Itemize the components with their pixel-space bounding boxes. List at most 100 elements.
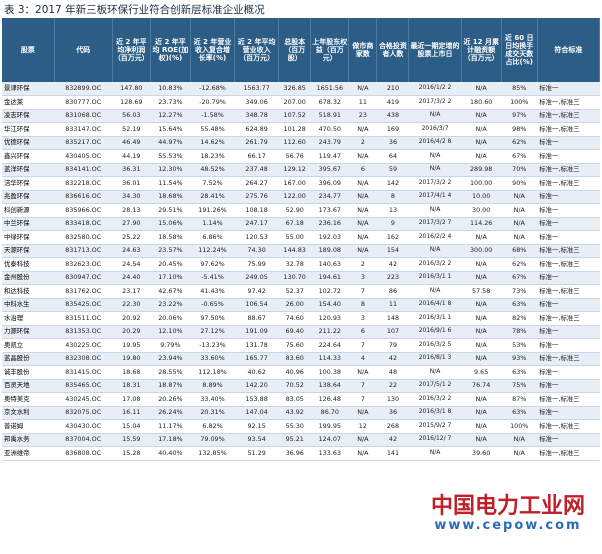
table-cell: 36.01 xyxy=(112,176,151,191)
stock-code-cell: 831068.OC xyxy=(54,109,113,123)
stock-code-cell: 833418.OC xyxy=(54,217,113,231)
table-cell: 56.76 xyxy=(278,149,311,164)
column-header: 近 2 年平均营业收入（百万元） xyxy=(234,18,280,82)
table-cell: 标准一,标准三 xyxy=(537,446,600,461)
company-name-cell: 诚丰股份 xyxy=(2,365,55,380)
table-cell: 75.60 xyxy=(278,338,311,353)
table-cell: 167.00 xyxy=(278,176,311,191)
table-cell: 22 xyxy=(376,379,409,393)
table-row: 诚丰股份 831415.OC 18.68 28.55% 112.18% 40.62 40.9… xyxy=(2,365,600,380)
table-cell: 标准一,标准三 xyxy=(537,109,600,123)
stock-code-cell: 836616.OC xyxy=(54,190,113,204)
table-cell: 3 xyxy=(348,271,377,285)
company-name-cell: 华江环保 xyxy=(2,122,55,137)
table-row: 景津环保 832899.OC 147.80 10.83% -12.68% 1563.77 3… xyxy=(2,82,600,96)
table-cell: 42 xyxy=(376,257,409,272)
table-cell: 1.14% xyxy=(190,217,235,231)
table-cell: N/A xyxy=(461,419,502,434)
table-cell: 173.67 xyxy=(310,203,349,218)
table-cell: N/A xyxy=(461,392,502,407)
table-cell: 46.49 xyxy=(112,136,151,150)
table-cell: -1.58% xyxy=(190,109,235,123)
table-cell: 标准一,标准三 xyxy=(537,244,600,258)
table-cell: 419 xyxy=(376,95,409,110)
table-cell: 11 xyxy=(376,298,409,312)
table-cell: 8 xyxy=(376,190,409,204)
table-cell: 32.78 xyxy=(278,257,311,272)
table-cell: 207.00 xyxy=(278,95,311,110)
table-cell: 17.18% xyxy=(150,433,191,447)
stock-code-cell: 835465.OC xyxy=(54,379,113,393)
table-row: 中绿环保 832580.OC 25.22 18.58% 6.86% 120.53 55.00… xyxy=(2,230,600,245)
table-row: 邦禹水务 837004.OC 15.59 17.18% 79.09% 93.54 95.21… xyxy=(2,433,600,447)
watermark-url: www.cepow.com xyxy=(434,518,582,533)
table-cell: 133.63 xyxy=(310,446,349,461)
table-cell: 18.68% xyxy=(150,190,191,204)
table-cell: 52.90 xyxy=(278,203,311,218)
table-cell: 22.30 xyxy=(112,298,151,312)
company-name-cell: 力源环保 xyxy=(2,325,55,339)
table-cell: 131.78 xyxy=(234,338,279,353)
table-cell: 396.09 xyxy=(310,176,349,191)
table-cell: 147.04 xyxy=(234,406,279,420)
table-cell: 132.85% xyxy=(190,446,235,461)
table-cell: 100% xyxy=(501,95,538,110)
table-cell: 624.89 xyxy=(234,122,279,137)
table-row: 兆盈环保 836616.OC 34.30 18.68% 28.41% 275.76 122.… xyxy=(2,190,600,204)
company-name-cell: 优泰科技 xyxy=(2,257,55,272)
table-cell: 23.22% xyxy=(150,298,191,312)
table-cell: 标准一 xyxy=(537,136,600,150)
table-cell: N/A xyxy=(461,149,502,164)
table-cell: 120.93 xyxy=(310,311,349,326)
column-header: 上年股东权益（百万元） xyxy=(310,18,350,82)
table-body: 景津环保 832899.OC 147.80 10.83% -12.68% 1563.77 3… xyxy=(2,82,600,461)
table-cell: N/A xyxy=(408,149,462,164)
table-cell: 36.31 xyxy=(112,163,151,177)
stock-code-cell: 831713.OC xyxy=(54,244,113,258)
table-cell: 6.86% xyxy=(190,230,235,245)
table-cell: 7.52% xyxy=(190,176,235,191)
table-cell: 29.51% xyxy=(150,203,191,218)
table-cell: 36 xyxy=(376,136,409,150)
column-header: 符合标准 xyxy=(537,18,601,82)
stock-code-cell: 837004.OC xyxy=(54,433,113,447)
table-cell: 18.58% xyxy=(150,230,191,245)
company-name-cell: 蓝洋环保 xyxy=(2,163,55,177)
table-cell: 18.68 xyxy=(112,365,151,380)
table-row: 凌志环保 831068.OC 56.03 12.27% -1.58% 348.78 107.… xyxy=(2,109,600,123)
table-cell: N/A xyxy=(461,136,502,150)
company-name-cell: 凌志环保 xyxy=(2,109,55,123)
table-cell: 2017/3/2 2 xyxy=(408,95,462,110)
table-cell: N/A xyxy=(408,163,462,177)
table-cell: 12.10% xyxy=(150,325,191,339)
company-name-cell: 中绿环保 xyxy=(2,230,55,245)
table-cell: -5.41% xyxy=(190,271,235,285)
column-header: 近 2 年平均净利润（百万元） xyxy=(112,18,151,82)
table-cell: 51.29 xyxy=(234,446,279,461)
table-cell: 55.53% xyxy=(150,149,191,164)
table-cell: 15.04 xyxy=(112,419,151,434)
table-row: 奥特美克 430245.OC 17.08 20.26% 33.40% 153.88 83.0… xyxy=(2,392,600,407)
table-cell: 141 xyxy=(376,446,409,461)
table-cell: 73% xyxy=(501,284,538,299)
stock-code-cell: 832580.OC xyxy=(54,230,113,245)
table-cell: 2017/3/2 7 xyxy=(408,217,462,231)
table-cell: 93% xyxy=(501,352,538,366)
stock-code-cell: 831353.OC xyxy=(54,325,113,339)
table-cell: 26.00 xyxy=(278,298,311,312)
table-cell: 130.70 xyxy=(278,271,311,285)
table-cell: 14.62% xyxy=(190,136,235,150)
company-name-cell: 鑫兴环保 xyxy=(2,149,55,164)
stock-code-cell: 835425.OC xyxy=(54,298,113,312)
column-header: 代码 xyxy=(54,18,113,82)
table-cell: 11 xyxy=(348,95,377,110)
table-cell: 18.23% xyxy=(190,149,235,164)
table-cell: 119.47 xyxy=(310,149,349,164)
table-cell: 标准一 xyxy=(537,433,600,447)
table-cell: 264.27 xyxy=(234,176,279,191)
company-name-cell: 蓝晶股份 xyxy=(2,352,55,366)
table-cell: 199.95 xyxy=(310,419,349,434)
table-cell: 40.96 xyxy=(278,365,311,380)
column-header: 最近一期定增的股票上市日 xyxy=(408,18,462,82)
table-cell: 194.61 xyxy=(310,271,349,285)
